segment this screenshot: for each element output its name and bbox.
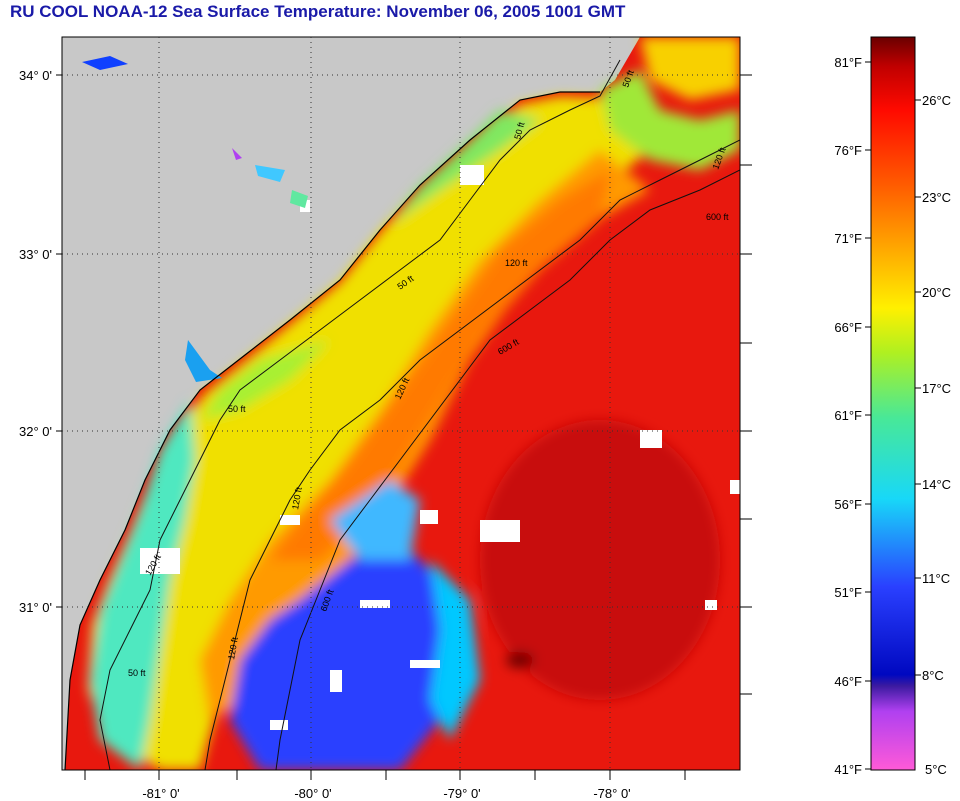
colorbar-c-label: 8°C	[922, 668, 944, 683]
colorbar-c-label: 17°C	[922, 381, 951, 396]
colorbar-c-label: 20°C	[922, 285, 951, 300]
colorbar: 81°F 76°F 71°F 66°F 61°F 56°F 51°F 46°F …	[834, 36, 951, 777]
colorbar-f-label: 61°F	[834, 408, 862, 423]
colorbar-c-label: 14°C	[922, 477, 951, 492]
colorbar-ramp	[870, 36, 916, 771]
coastline	[64, 91, 600, 770]
colorbar-f-label: 81°F	[834, 55, 862, 70]
lat-label: 31° 0'	[19, 600, 52, 615]
colorbar-f-label: 76°F	[834, 143, 862, 158]
longitude-labels: -81° 0' -80° 0' -79° 0' -78° 0'	[142, 786, 630, 801]
inland-water	[82, 56, 308, 382]
contour-label: 120 ft	[290, 486, 304, 510]
colorbar-f-label: 51°F	[834, 585, 862, 600]
sst-field	[62, 37, 740, 770]
cloud-patches	[140, 165, 740, 730]
contour-label: 50 ft	[512, 121, 526, 141]
contour-label: 120 ft	[226, 636, 240, 660]
contour-label: 600 ft	[706, 212, 729, 222]
latitude-labels: 34° 0' 33° 0' 32° 0' 31° 0'	[19, 68, 52, 615]
colorbar-c-label: 5°C	[925, 762, 947, 777]
colorbar-c-label: 26°C	[922, 93, 951, 108]
lon-label: -78° 0'	[593, 786, 630, 801]
depth-contours	[99, 59, 740, 770]
contour-label: 50 ft	[228, 404, 246, 414]
lat-label: 32° 0'	[19, 424, 52, 439]
colorbar-f-label: 66°F	[834, 320, 862, 335]
lon-label: -79° 0'	[443, 786, 480, 801]
colorbar-c-label: 11°C	[922, 571, 950, 586]
graticule	[62, 37, 740, 770]
colorbar-c-label: 23°C	[922, 190, 951, 205]
colorbar-ticks	[865, 61, 921, 770]
map-title: RU COOL NOAA-12 Sea Surface Temperature:…	[10, 2, 626, 21]
lat-label: 33° 0'	[19, 247, 52, 262]
map-frame	[61, 36, 741, 771]
axis-ticks	[56, 74, 752, 780]
colorbar-f-label: 41°F	[834, 762, 862, 777]
lat-label: 34° 0'	[19, 68, 52, 83]
contour-label: 50 ft	[128, 668, 146, 678]
contour-label: 120 ft	[505, 258, 528, 268]
colorbar-f-label: 46°F	[834, 674, 862, 689]
colorbar-f-label: 56°F	[834, 497, 862, 512]
colorbar-f-label: 71°F	[834, 231, 862, 246]
lon-label: -81° 0'	[142, 786, 179, 801]
lon-label: -80° 0'	[294, 786, 331, 801]
